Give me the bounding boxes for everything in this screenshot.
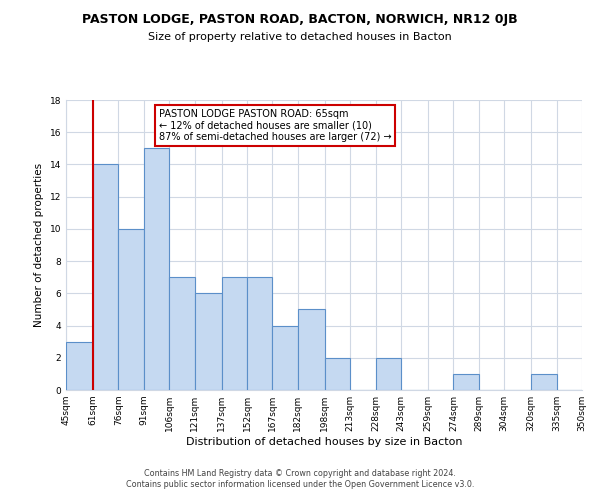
Text: PASTON LODGE PASTON ROAD: 65sqm
← 12% of detached houses are smaller (10)
87% of: PASTON LODGE PASTON ROAD: 65sqm ← 12% of…	[159, 108, 392, 142]
Y-axis label: Number of detached properties: Number of detached properties	[34, 163, 44, 327]
Bar	[531, 374, 557, 390]
Bar	[221, 277, 247, 390]
Text: Contains public sector information licensed under the Open Government Licence v3: Contains public sector information licen…	[126, 480, 474, 489]
Bar	[454, 374, 479, 390]
Text: PASTON LODGE, PASTON ROAD, BACTON, NORWICH, NR12 0JB: PASTON LODGE, PASTON ROAD, BACTON, NORWI…	[82, 12, 518, 26]
Text: Contains HM Land Registry data © Crown copyright and database right 2024.: Contains HM Land Registry data © Crown c…	[144, 468, 456, 477]
Bar	[194, 294, 221, 390]
Bar	[169, 277, 194, 390]
Bar	[93, 164, 118, 390]
Bar	[118, 229, 144, 390]
Bar	[66, 342, 93, 390]
Bar	[298, 310, 325, 390]
Bar	[272, 326, 298, 390]
Bar	[247, 277, 272, 390]
Text: Size of property relative to detached houses in Bacton: Size of property relative to detached ho…	[148, 32, 452, 42]
Bar	[144, 148, 169, 390]
Bar	[325, 358, 350, 390]
X-axis label: Distribution of detached houses by size in Bacton: Distribution of detached houses by size …	[186, 437, 462, 447]
Bar	[376, 358, 401, 390]
